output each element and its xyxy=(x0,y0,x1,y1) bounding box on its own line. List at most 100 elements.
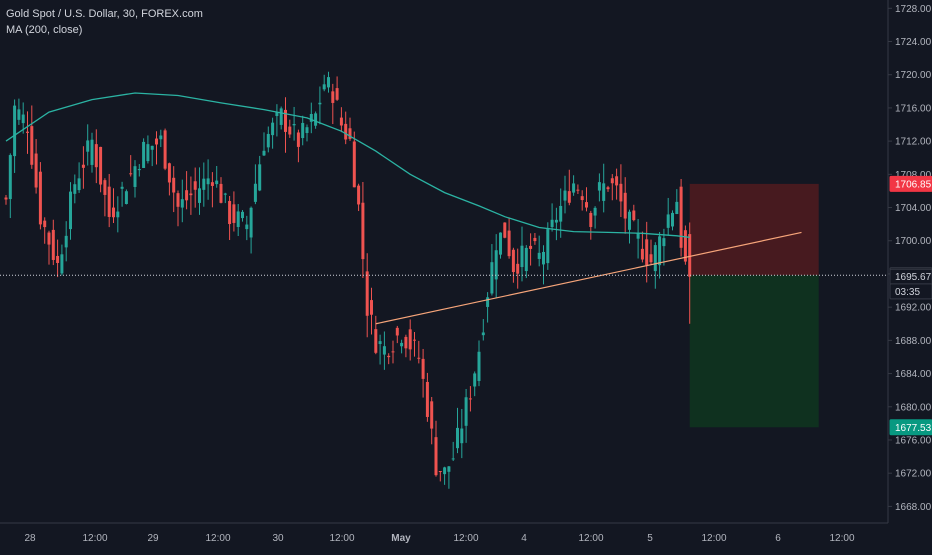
candle-body xyxy=(481,332,485,336)
candle-body xyxy=(408,329,412,350)
ma-indicator-label[interactable]: MA (200, close) xyxy=(6,24,83,36)
price-tag-label: 1706.85 xyxy=(895,179,932,190)
candle-body xyxy=(8,155,12,200)
candle-body xyxy=(47,232,51,245)
candle-body xyxy=(137,169,141,171)
candle-body xyxy=(529,245,533,249)
candle-body xyxy=(103,180,107,195)
candle-body xyxy=(159,135,163,140)
candle-body xyxy=(284,109,287,132)
candle-body xyxy=(554,219,558,223)
candle-body xyxy=(253,183,257,202)
candle-body xyxy=(142,141,146,168)
y-tick-label: 1684.00 xyxy=(895,369,932,380)
candle-body xyxy=(464,397,468,426)
candle-body xyxy=(645,239,649,266)
candle-body xyxy=(658,236,662,266)
y-tick-label: 1704.00 xyxy=(895,203,932,214)
candle-body xyxy=(378,341,382,345)
x-tick-label: 30 xyxy=(272,533,284,544)
candle-body xyxy=(580,196,584,201)
candle-body xyxy=(236,211,240,227)
candle-body xyxy=(210,182,214,186)
candle-body xyxy=(335,88,339,100)
candle-body xyxy=(499,232,502,255)
candle-body xyxy=(327,77,330,88)
candle-body xyxy=(421,358,425,379)
x-tick-label: 5 xyxy=(647,533,653,544)
trend-line xyxy=(375,231,802,325)
candle-body xyxy=(563,190,567,201)
candle-body xyxy=(679,186,683,248)
candle-body xyxy=(671,212,674,227)
x-tick-label: May xyxy=(391,533,411,544)
y-tick-label: 1672.00 xyxy=(895,469,932,480)
candle-body xyxy=(112,207,115,218)
candle-body xyxy=(94,144,98,168)
candle-body xyxy=(232,204,236,223)
x-tick-label: 12:00 xyxy=(205,533,230,544)
y-tick-label: 1700.00 xyxy=(895,236,932,247)
candle-body xyxy=(219,183,223,203)
candle-body xyxy=(17,109,21,120)
symbol-title[interactable]: Gold Spot / U.S. Dollar, 30, FOREX.com xyxy=(6,8,203,20)
chart-legend: Gold Spot / U.S. Dollar, 30, FOREX.com M… xyxy=(6,6,203,38)
stop-loss-zone xyxy=(689,183,819,276)
candle-body xyxy=(370,300,373,315)
candle-body xyxy=(189,193,193,196)
candle-body xyxy=(468,398,472,400)
candle-body xyxy=(120,186,124,189)
candle-body xyxy=(559,205,563,222)
candle-body xyxy=(649,254,653,263)
candle-body xyxy=(150,145,154,150)
candle-body xyxy=(155,138,158,145)
candle-body xyxy=(404,336,408,349)
x-tick-label: 4 xyxy=(521,533,527,544)
candle-body xyxy=(309,114,313,122)
candle-body xyxy=(266,133,270,148)
candle-body xyxy=(473,373,477,387)
candle-body xyxy=(662,238,666,247)
candle-body xyxy=(258,164,262,191)
candle-body xyxy=(43,220,47,228)
candle-body xyxy=(542,251,545,265)
candle-body xyxy=(202,178,206,190)
candle-body xyxy=(653,245,657,272)
candle-body xyxy=(228,201,232,225)
y-tick-label: 1716.00 xyxy=(895,103,932,114)
y-tick-label: 1680.00 xyxy=(895,402,932,413)
candle-body xyxy=(602,183,606,201)
candle-body xyxy=(64,235,68,248)
candle-body xyxy=(430,401,434,429)
candle-body xyxy=(241,211,244,219)
candle-body xyxy=(675,201,679,215)
candle-body xyxy=(490,262,494,294)
candle-body xyxy=(288,126,292,135)
candle-body xyxy=(331,91,335,103)
candle-body xyxy=(576,189,580,191)
candle-body xyxy=(275,112,279,117)
candle-body xyxy=(606,187,610,190)
candle-body xyxy=(456,427,459,449)
candle-body xyxy=(198,188,201,203)
candle-body xyxy=(619,183,623,202)
x-tick-label: 12:00 xyxy=(701,533,726,544)
candle-body xyxy=(271,122,275,136)
y-tick-label: 1676.00 xyxy=(895,435,932,446)
candle-body xyxy=(77,178,81,191)
candle-body xyxy=(176,193,180,207)
x-tick-label: 12:00 xyxy=(82,533,107,544)
moving-average-line xyxy=(5,92,690,239)
candle-body xyxy=(99,146,103,185)
candle-body xyxy=(245,224,249,230)
y-tick-label: 1724.00 xyxy=(895,37,932,48)
candle-body xyxy=(296,132,300,147)
candle-body xyxy=(163,130,167,169)
candle-body xyxy=(193,181,197,190)
candle-body xyxy=(391,351,395,353)
y-tick-label: 1692.00 xyxy=(895,303,932,314)
candle-body xyxy=(172,177,176,193)
candle-body xyxy=(180,199,184,208)
